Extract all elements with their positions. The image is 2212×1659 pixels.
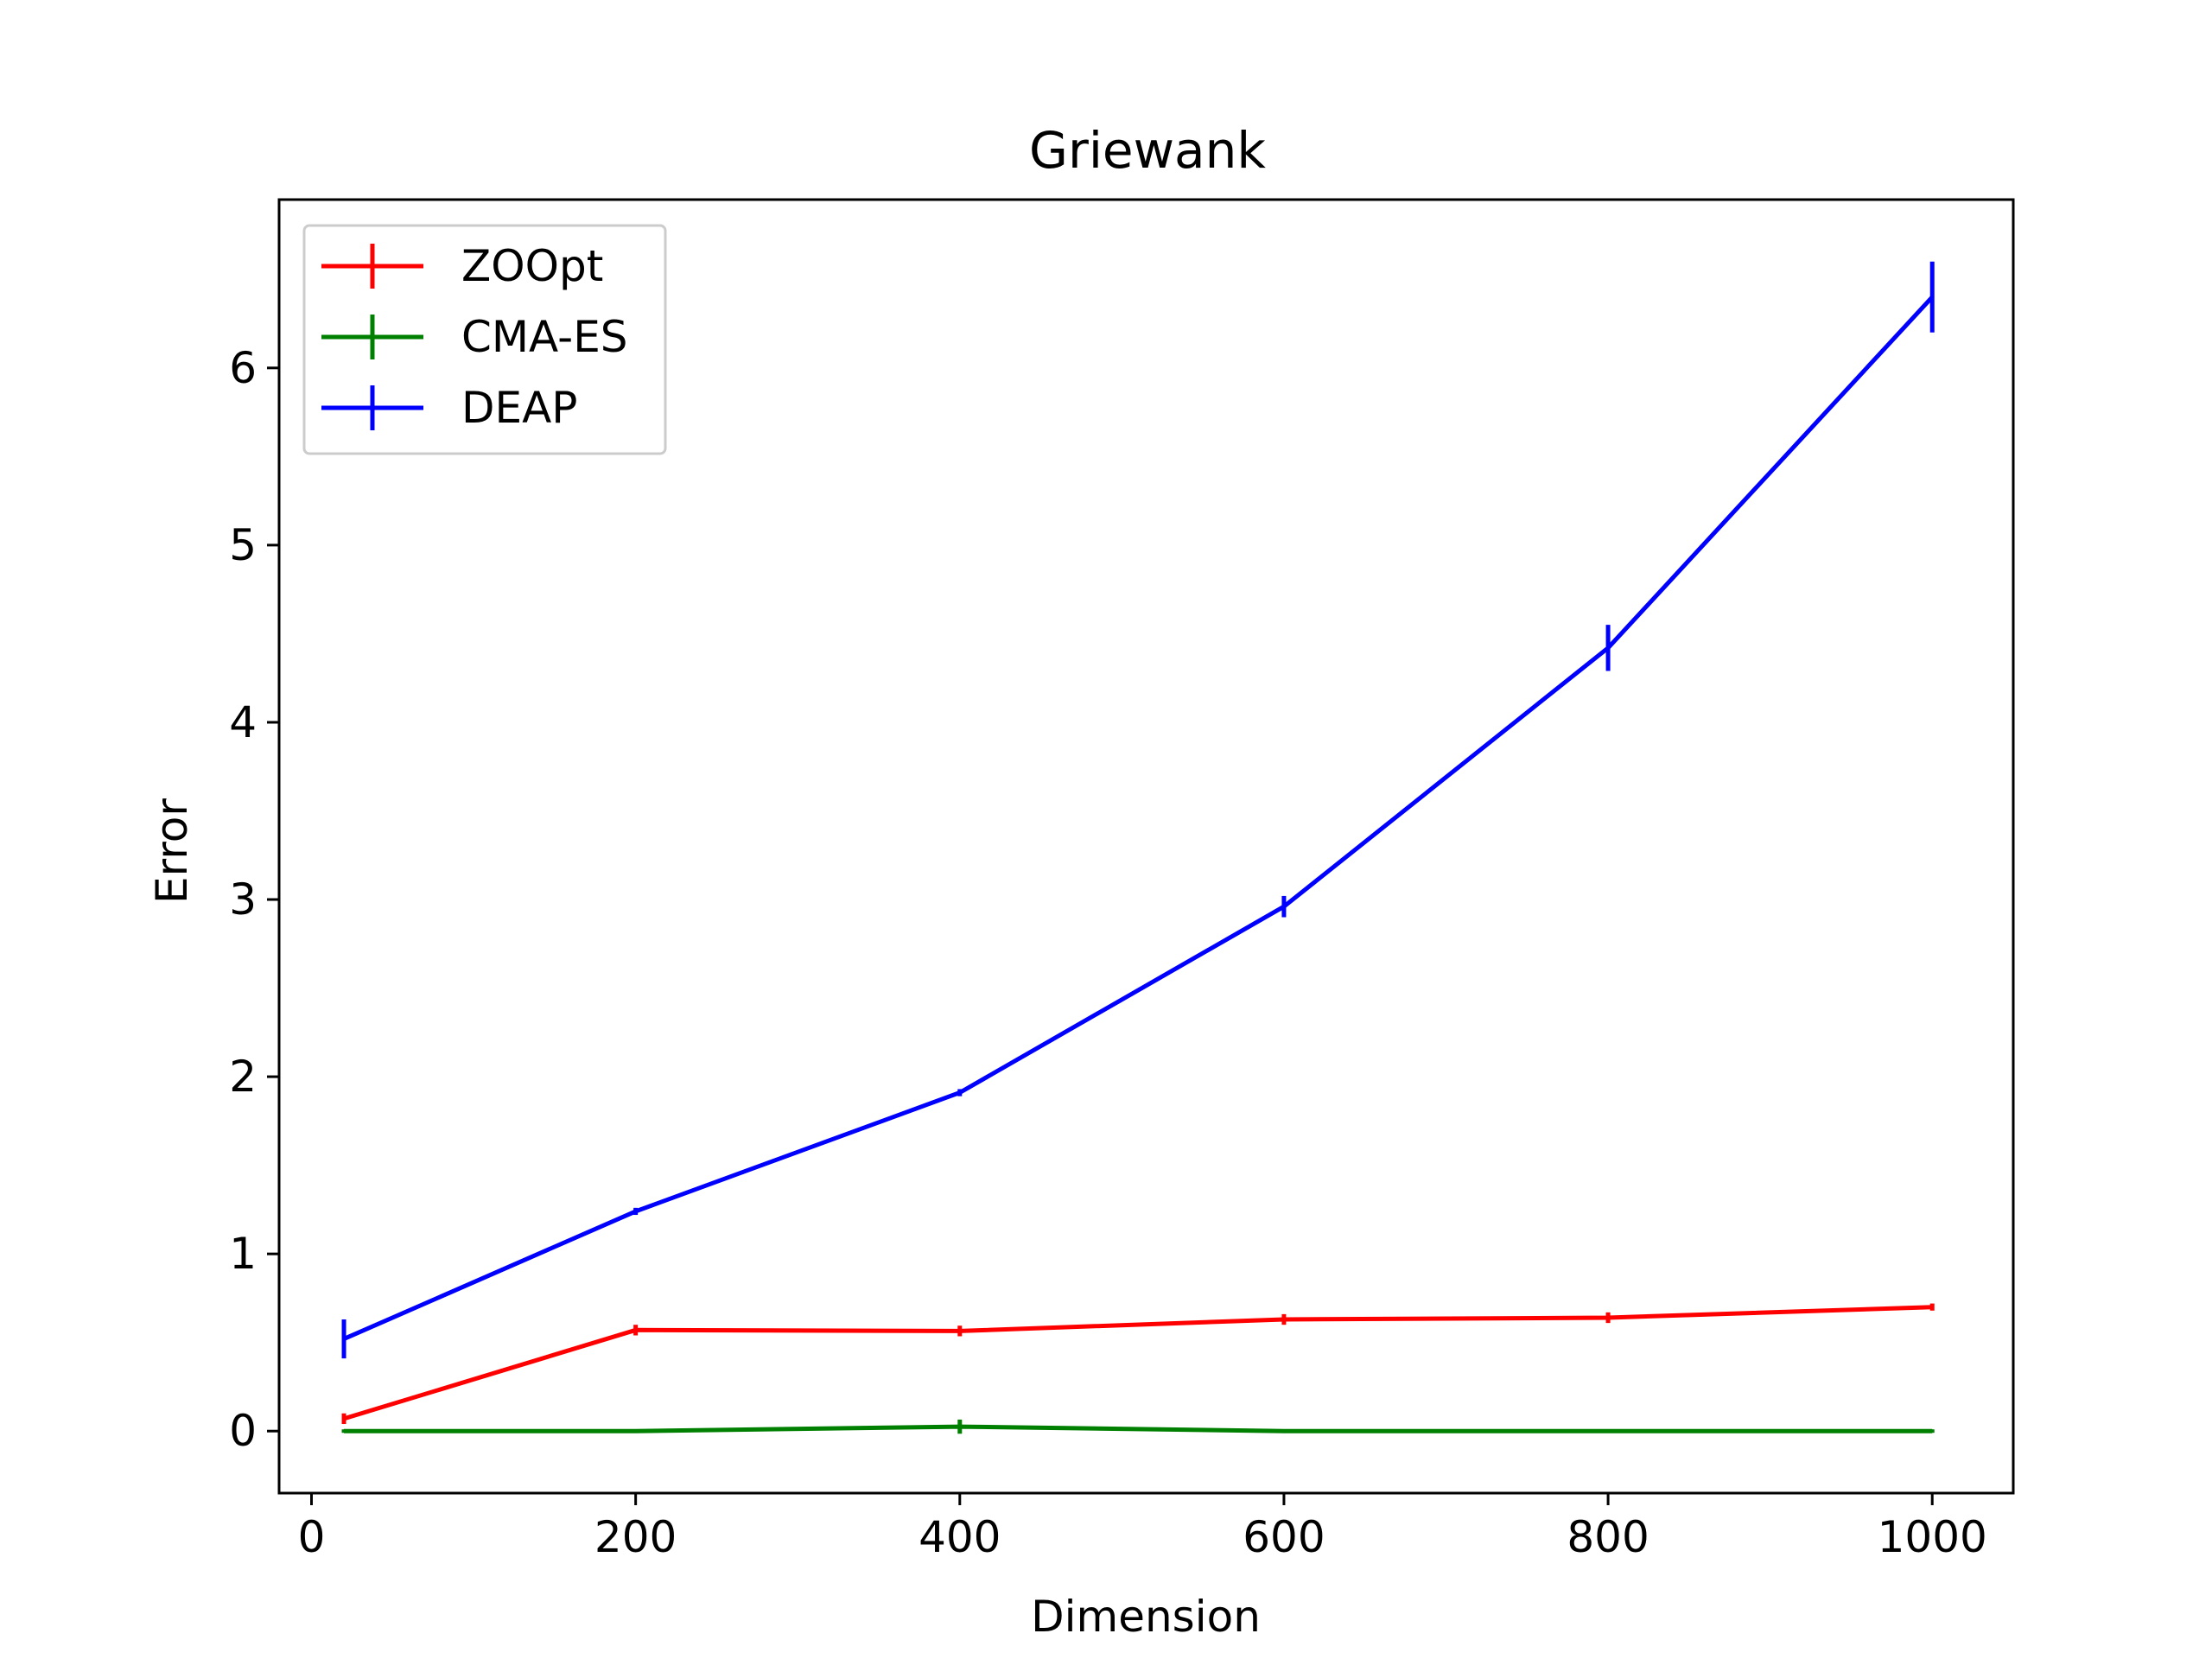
legend-label: CMA-ES [461, 312, 628, 362]
x-tick-label: 400 [918, 1512, 1001, 1562]
legend: ZOOpt CMA-ES DEAP [302, 224, 667, 455]
x-tick-label: 200 [594, 1512, 677, 1562]
series-line-zoopt [343, 1305, 1933, 1421]
y-axis-label: Error [147, 798, 197, 904]
legend-label: ZOOpt [461, 241, 603, 291]
x-tick-label: 800 [1567, 1512, 1649, 1562]
series-deap [341, 261, 1935, 1359]
legend-label: DEAP [461, 383, 577, 433]
series-layer [341, 261, 1935, 1434]
series-line-cma-es [344, 1424, 1933, 1433]
chart-title: Griewank [1029, 121, 1266, 180]
y-tick-label: 0 [229, 1406, 257, 1456]
series-line-deap [342, 296, 1935, 1341]
y-tick-label: 3 [229, 874, 257, 925]
x-tick-label: 1000 [1878, 1512, 1987, 1562]
legend-item-cma-es: CMA-ES [321, 312, 628, 362]
y-tick-label: 4 [229, 697, 257, 747]
x-tick-label: 0 [298, 1512, 326, 1562]
legend-item-deap: DEAP [321, 383, 577, 433]
x-axis: 0 200 400 600 800 1000 [298, 1493, 1987, 1562]
y-tick-label: 2 [229, 1052, 257, 1102]
y-tick-label: 6 [229, 343, 257, 393]
legend-item-zoopt: ZOOpt [321, 241, 603, 291]
y-tick-label: 1 [229, 1229, 257, 1279]
y-axis: 0 1 2 3 4 5 6 [229, 343, 279, 1456]
legend-box [302, 224, 667, 455]
plot-frame [277, 198, 2015, 1495]
series-zoopt [341, 1303, 1935, 1425]
legend-entries: ZOOpt CMA-ES DEAP [321, 241, 628, 433]
x-axis-label: Dimension [1031, 1592, 1261, 1642]
series-cma-es [341, 1419, 1935, 1434]
y-tick-label: 5 [229, 520, 257, 570]
x-tick-label: 600 [1243, 1512, 1325, 1562]
